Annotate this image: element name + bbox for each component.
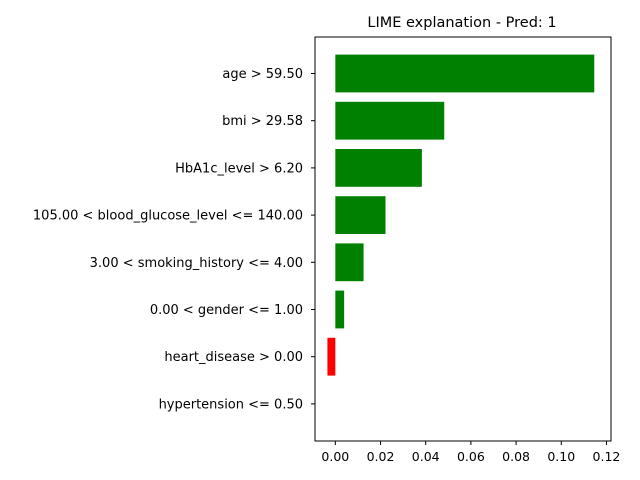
y-tick-label: age > 59.50	[222, 67, 303, 82]
bar-5	[335, 290, 345, 329]
y-tick-label: bmi > 29.58	[222, 114, 303, 129]
x-tick-label: 0.08	[502, 449, 530, 464]
x-tick-label: 0.12	[593, 449, 621, 464]
bar-0	[335, 54, 595, 93]
plot-frame	[314, 36, 612, 442]
x-tick-label: 0.06	[457, 449, 485, 464]
x-ticks-group: 0.00 0.02 0.04 0.06 0.08 0.10 0.12	[321, 441, 620, 464]
x-tick-label: 0.02	[367, 449, 395, 464]
bar-6	[327, 337, 336, 376]
x-tick-label: 0.04	[412, 449, 440, 464]
y-tick-label: 3.00 < smoking_history <= 4.00	[90, 256, 303, 271]
x-tick-label: 0.10	[547, 449, 575, 464]
y-tick-label: 105.00 < blood_glucose_level <= 140.00	[33, 209, 303, 224]
y-tick-label: hypertension <= 0.50	[159, 397, 303, 412]
chart-title: LIME explanation - Pred: 1	[367, 15, 556, 31]
x-tick-label: 0.00	[321, 449, 349, 464]
bar-2	[335, 149, 422, 187]
y-tick-labels: age > 59.50 bmi > 29.58 HbA1c_level > 6.20…	[33, 67, 315, 412]
bar-4	[335, 243, 364, 282]
bar-3	[335, 196, 386, 234]
y-tick-label: 0.00 < gender <= 1.00	[150, 303, 303, 318]
y-tick-label: HbA1c_level > 6.20	[175, 161, 303, 176]
y-tick-label: heart_disease > 0.00	[164, 350, 303, 365]
bars-group	[327, 54, 595, 376]
bar-1	[335, 101, 445, 140]
